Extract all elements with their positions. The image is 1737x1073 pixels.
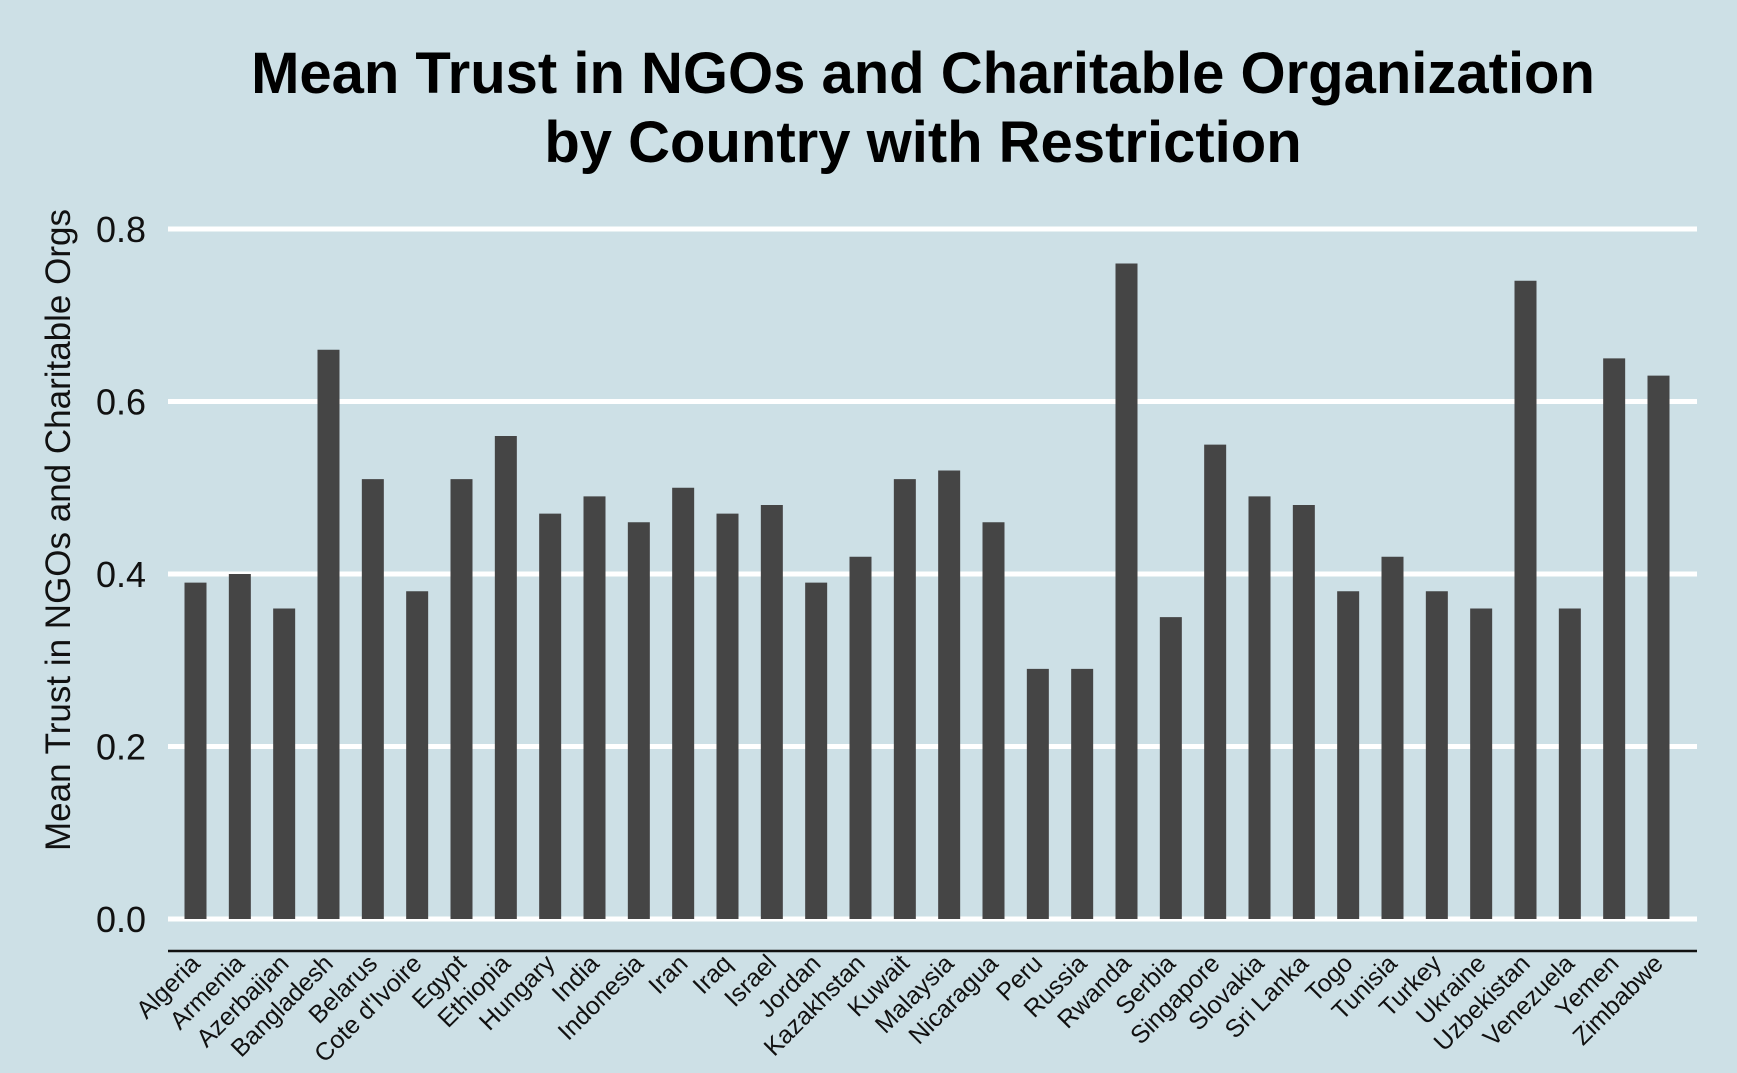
bar-azerbaijan	[273, 608, 296, 919]
bar-venezuela	[1558, 608, 1581, 919]
bar-tunisia	[1381, 556, 1404, 919]
bar-iraq	[716, 513, 739, 919]
bar-slovakia	[1248, 496, 1271, 919]
y-tick-label-2: 0.4	[96, 554, 146, 595]
bar-ukraine	[1470, 608, 1493, 919]
y-tick-label-0: 0.0	[96, 899, 146, 940]
bar-armenia	[228, 574, 251, 919]
chart-title-line-2: by Country with Restriction	[544, 110, 1301, 175]
y-tick-label-4: 0.8	[96, 209, 146, 250]
bar-jordan	[805, 582, 828, 919]
bar-serbia	[1159, 617, 1182, 919]
bar-egypt	[450, 479, 473, 919]
y-axis-label: Mean Trust in NGOs and Charitable Orgs	[39, 209, 78, 851]
bar-yemen	[1603, 358, 1626, 919]
bar-indonesia	[627, 522, 650, 919]
y-axis-ticks: 0.0 0.2 0.4 0.6 0.8	[96, 209, 146, 940]
bar-hungary	[539, 513, 562, 919]
bar-algeria	[184, 582, 207, 919]
y-tick-label-3: 0.6	[96, 382, 146, 423]
y-tick-label-1: 0.2	[96, 727, 146, 768]
gridlines	[168, 226, 1697, 922]
x-axis-ticks: AlgeriaArmeniaAzerbaijanBangladeshBelaru…	[131, 949, 1669, 1068]
bar-iran	[672, 487, 695, 919]
bar-cote-d-ivoire	[406, 591, 429, 919]
bar-bangladesh	[317, 349, 340, 919]
bar-kazakhstan	[849, 556, 872, 919]
bar-ethiopia	[494, 436, 517, 919]
bar-peru	[1026, 668, 1049, 919]
bar-belarus	[361, 479, 384, 919]
bar-malaysia	[938, 470, 961, 919]
bar-uzbekistan	[1514, 280, 1537, 919]
bar-togo	[1337, 591, 1360, 919]
bar-kuwait	[893, 479, 916, 919]
bar-india	[583, 496, 606, 919]
bars	[184, 263, 1670, 919]
bar-singapore	[1204, 444, 1227, 919]
x-tick-label-iran: Iran	[643, 949, 693, 999]
chart-title-line-1: Mean Trust in NGOs and Charitable Organi…	[251, 41, 1595, 106]
bar-rwanda	[1115, 263, 1138, 919]
bar-israel	[760, 505, 783, 919]
bar-nicaragua	[982, 522, 1005, 919]
bar-zimbabwe	[1647, 375, 1670, 919]
bar-russia	[1071, 668, 1094, 919]
bar-sri-lanka	[1292, 505, 1315, 919]
bar-turkey	[1425, 591, 1448, 919]
